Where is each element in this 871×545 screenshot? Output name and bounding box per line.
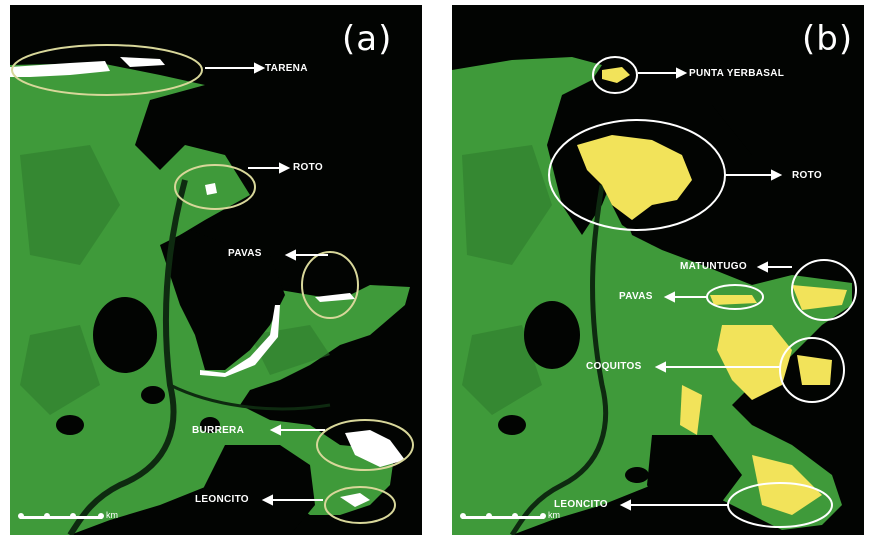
highlight-patch-burrera [345,430,405,467]
river-channel [509,184,609,535]
arrowhead [269,424,281,436]
site-label-burrera: BURRERA [192,425,245,436]
lake [56,415,84,435]
circle-leoncito [324,486,396,524]
lower-water [647,435,742,515]
scale-tick [44,513,50,519]
site-label-coquitos: COQUITOS [586,361,642,372]
circle-roto [174,164,256,210]
highlight-patch-pavas [710,295,757,305]
panel-a-map [10,44,414,535]
arrowhead [261,494,273,506]
arrowhead [771,169,783,181]
land-mass [452,57,852,535]
river-channel [67,179,188,535]
highlight-patch-roto [577,135,692,220]
site-label-roto: ROTO [293,162,323,173]
lake [524,301,580,369]
arrowhead [756,261,768,273]
scale-bar: km [460,510,570,527]
panel-a-satellite-image: (a) TARENA ROTO PAVAS BURRERA LEONCITO k… [10,5,422,535]
circle-punta-yerbasal [592,56,638,94]
scale-tick [70,513,76,519]
highlight-patch-edge [680,385,702,435]
highlight-patch-matuntugo [792,285,847,310]
circle-burrera [316,419,414,471]
lake [141,386,165,404]
scale-tick [98,513,104,519]
scale-tick [18,513,24,519]
highlight-patches [577,67,847,515]
land-texture [20,145,330,415]
lagoon [160,230,285,370]
highlight-patch-pavas [315,293,355,302]
scale-tick [460,513,466,519]
arrows [205,62,328,506]
highlight-patch-tarena [10,57,165,77]
highlight-patch-punta-yerbasal [602,67,630,83]
scale-unit: km [548,510,560,520]
arrowhead [663,291,675,303]
land-mass [10,63,410,535]
arrowhead [284,249,296,261]
panel-b-map [452,56,857,535]
lower-water [200,445,315,535]
arrowhead [254,62,266,74]
circle-pavas [301,251,359,319]
lake [200,417,220,433]
arrowhead [279,162,291,174]
river-branch [169,383,331,411]
panel-letter: (a) [342,19,393,59]
scale-tick [486,513,492,519]
arrowhead [619,499,631,511]
circle-matuntugo [791,259,857,321]
highlight-patch-coquitos [717,325,792,400]
arrowhead [654,361,666,373]
site-label-leoncito: LEONCITO [195,494,249,505]
lake [93,297,157,373]
circle-coquitos [779,337,845,403]
scale-line [462,516,544,519]
site-label-pavas: PAVAS [228,248,262,259]
panel-b-satellite-image: (b) PUNTA YERBASAL ROTO MATUNTUGO PAVAS … [452,5,864,535]
scale-unit: km [106,510,118,520]
highlight-patch-coquitos-east [797,355,832,385]
highlight-patch-leoncito [340,493,370,507]
lake [498,415,526,435]
site-label-punta-yerbasal: PUNTA YERBASAL [689,68,785,79]
site-label-tarena: TARENA [265,63,308,74]
site-label-matuntugo: MATUNTUGO [680,261,747,272]
highlight-patch-leoncito [752,455,822,515]
arrowhead [676,67,688,79]
site-label-leoncito: LEONCITO [554,499,608,510]
scale-tick [540,513,546,519]
panel-letter: (b) [802,19,854,59]
site-label-pavas: PAVAS [619,291,653,302]
highlight-patch-roto [205,183,217,195]
lake [625,467,649,483]
site-label-roto: ROTO [792,170,822,181]
arrows [619,67,792,511]
circle-tarena [11,44,203,96]
scale-line [20,516,102,519]
scale-tick [512,513,518,519]
scale-bar: km [18,510,128,527]
